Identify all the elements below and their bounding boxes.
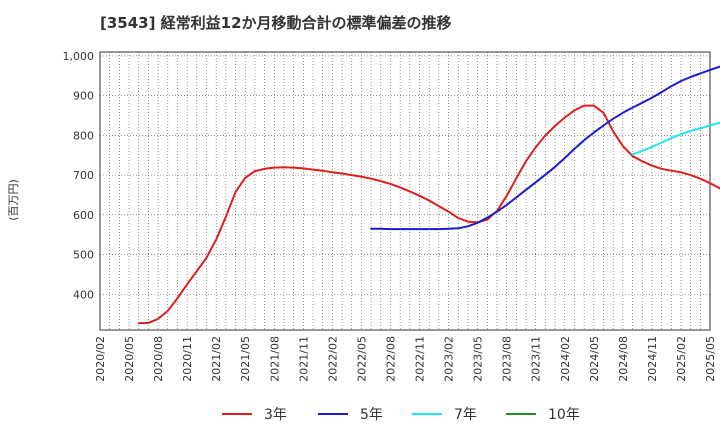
plot-area-border [99,51,711,331]
x-tick-label: 2021/05 [239,336,252,382]
legend-label-3: 10年 [548,407,580,423]
x-tick-label: 2021/08 [268,336,281,382]
x-tick-label: 2022/08 [384,336,397,382]
x-tick-label: 2020/05 [123,336,136,382]
x-tick-label: 2020/08 [152,336,165,382]
y-tick-label: 800 [73,129,94,142]
y-tick-label: 500 [73,249,94,262]
y-tick-label: 900 [73,90,94,103]
grid-layer [100,52,710,330]
y-tick-label: 400 [73,288,94,301]
x-tick-label: 2022/02 [326,336,339,382]
y-axis-label: (百万円) [7,179,20,221]
legend-label-1: 5年 [360,407,383,423]
series-line-2 [631,121,720,156]
x-tick-label: 2023/02 [443,336,456,382]
x-tick-label: 2024/02 [559,336,572,382]
x-tick-label: 2023/05 [472,336,485,382]
y-tick-label: 600 [73,209,94,222]
y-tick-label: 1,000 [63,50,95,63]
series-line-1 [370,65,720,231]
legend-label-0: 3年 [264,407,287,423]
x-tick-label: 2024/05 [588,336,601,382]
series-line-0 [137,104,720,325]
x-tick-label: 2021/02 [210,336,223,382]
plot-area-background [100,52,710,330]
legend: 3年 5年 7年 10年 [222,407,580,423]
x-tick-label: 2023/08 [501,336,514,382]
y-tick-label: 700 [73,169,94,182]
x-tick-label: 2023/11 [530,336,543,382]
chart-title: [3543] 経常利益12か月移動合計の標準偏差の推移 [100,14,452,32]
x-tick-label: 2024/08 [617,336,630,382]
legend-label-2: 7年 [454,407,477,423]
x-tick-label: 2022/05 [355,336,368,382]
x-tick-label: 2020/11 [181,336,194,382]
x-tick-label: 2025/05 [704,336,717,382]
x-tick-label: 2021/11 [297,336,310,382]
x-tick-label: 2025/02 [675,336,688,382]
y-tick-labels: 400 500 600 700 800 900 1,000 [63,50,95,301]
x-tick-label: 2022/11 [414,336,427,382]
x-tick-labels: 2020/02 2020/05 2020/08 2020/11 2021/02 2021/… [94,336,717,382]
series-layer [137,65,720,325]
x-tick-label: 2024/11 [646,336,659,382]
x-tick-label: 2020/02 [94,336,107,382]
